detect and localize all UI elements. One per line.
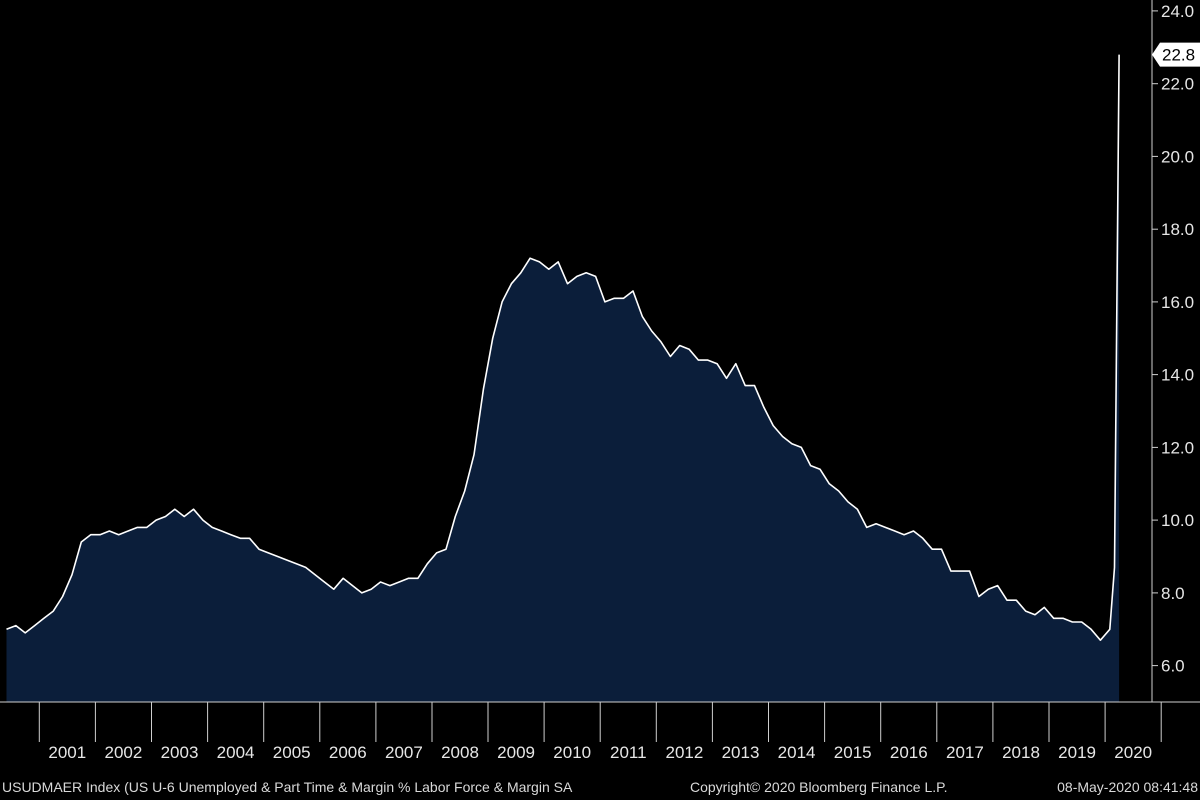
y-tick-label: 20.0 xyxy=(1161,147,1194,166)
footer-description: USUDMAER Index (US U-6 Unemployed & Part… xyxy=(2,779,573,795)
x-tick-label: 2005 xyxy=(273,743,311,762)
x-tick-label: 2006 xyxy=(329,743,367,762)
x-tick-label: 2012 xyxy=(665,743,703,762)
x-tick-label: 2016 xyxy=(890,743,928,762)
area-layer xyxy=(6,54,1120,703)
x-tick-label: 2019 xyxy=(1058,743,1096,762)
x-tick-label: 2008 xyxy=(441,743,479,762)
series-area xyxy=(6,54,1120,703)
last-value-box xyxy=(1152,42,1200,67)
x-tick-label: 2013 xyxy=(722,743,760,762)
x-tick-label: 2002 xyxy=(104,743,142,762)
x-tick-label: 2020 xyxy=(1114,743,1152,762)
x-axis: 2001 2002 2003 2004 2005 2006 2007 2008 2009 2010… xyxy=(0,701,1200,762)
y-tick-label: 6.0 xyxy=(1161,657,1185,676)
y-tick-label: 10.0 xyxy=(1161,511,1194,530)
last-value-marker: 22.8 xyxy=(1152,42,1200,67)
y-tick-label: 24.0 xyxy=(1161,2,1194,21)
footer-copyright: Copyright© 2020 Bloomberg Finance L.P. xyxy=(690,779,948,795)
y-axis: 6.0 8.0 10.0 12.0 14.0 16.0 18.0 20.0 22.0 24.0 xyxy=(1151,0,1194,702)
x-tick-label: 2003 xyxy=(161,743,199,762)
x-tick-label: 2015 xyxy=(834,743,872,762)
x-tick-label: 2011 xyxy=(610,743,647,762)
y-tick-label: 14.0 xyxy=(1161,366,1194,385)
y-tick-label: 18.0 xyxy=(1161,220,1194,239)
x-tick-label: 2001 xyxy=(48,743,86,762)
x-tick-label: 2017 xyxy=(946,743,984,762)
footer-bar: USUDMAER Index (US U-6 Unemployed & Part… xyxy=(0,775,1200,800)
x-tick-label: 2004 xyxy=(217,743,255,762)
y-tick-label: 8.0 xyxy=(1161,584,1185,603)
x-tick-label: 2010 xyxy=(553,743,591,762)
footer-timestamp: 08-May-2020 08:41:48 xyxy=(1057,779,1198,795)
x-tick-label: 2014 xyxy=(778,743,816,762)
y-tick-label: 12.0 xyxy=(1161,438,1194,457)
x-tick-label: 2009 xyxy=(497,743,535,762)
chart-svg: 2001 2002 2003 2004 2005 2006 2007 2008 2009 2010… xyxy=(0,0,1200,762)
y-tick-label: 16.0 xyxy=(1161,293,1194,312)
y-tick-label: 22.0 xyxy=(1161,75,1194,94)
x-tick-label: 2007 xyxy=(385,743,423,762)
series-line xyxy=(6,54,1120,641)
last-value-label: 22.8 xyxy=(1162,46,1195,65)
x-tick-label: 2018 xyxy=(1002,743,1040,762)
